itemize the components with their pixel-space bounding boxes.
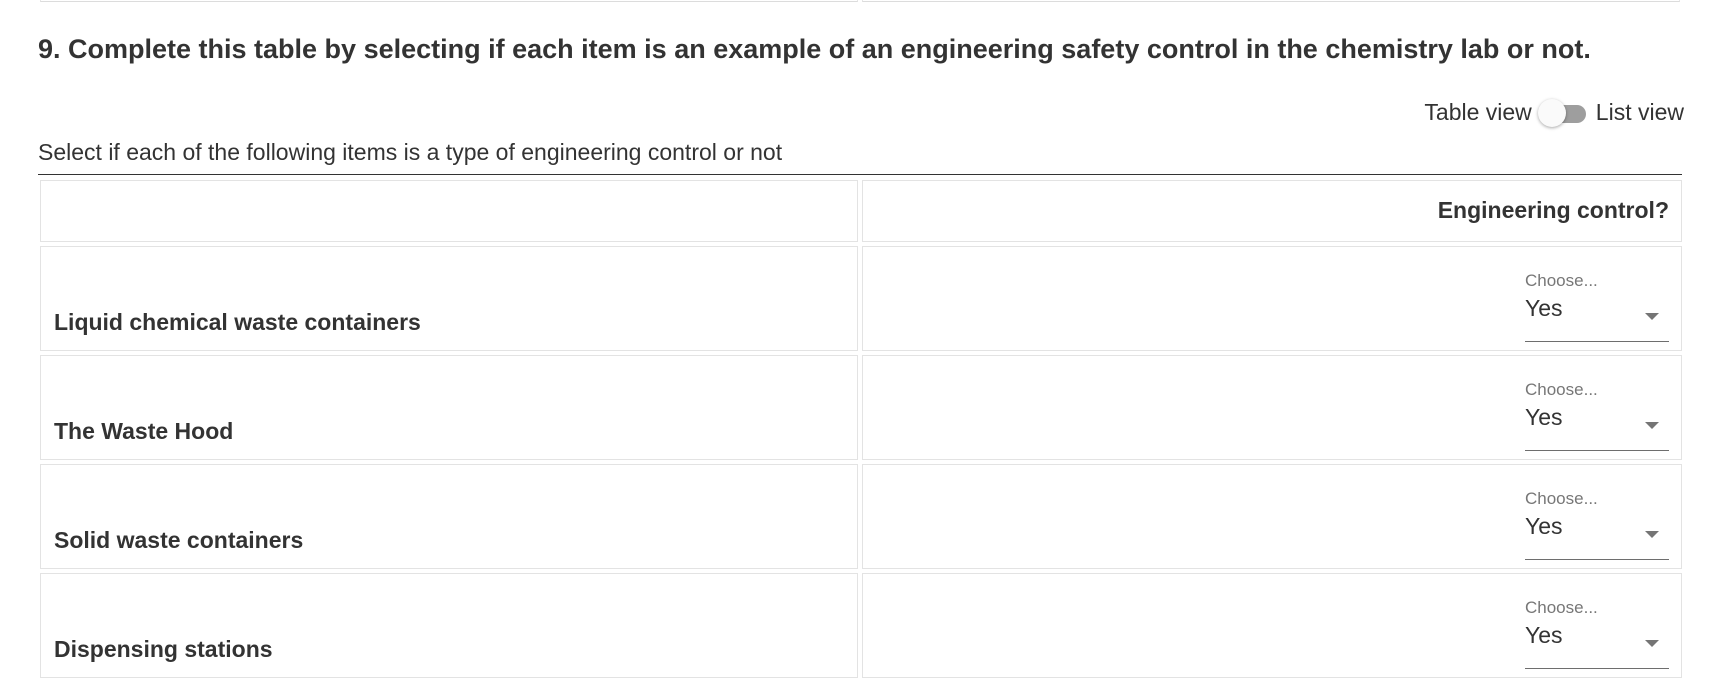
engineering-control-select[interactable]: Choose... Yes	[1525, 489, 1669, 560]
table-header-row: Engineering control?	[40, 180, 1682, 242]
caret-down-icon	[1645, 640, 1659, 647]
item-cell: Solid waste containers	[40, 464, 858, 569]
previous-table-cell	[40, 0, 858, 2]
item-label: Dispensing stations	[54, 636, 273, 662]
caret-down-icon	[1645, 313, 1659, 320]
select-value: Yes	[1525, 404, 1563, 430]
select-placeholder: Choose...	[1525, 380, 1598, 399]
answer-table: Engineering control? Liquid chemical was…	[40, 180, 1682, 682]
header-item-cell	[40, 180, 858, 242]
view-toggle: Table view List view	[1424, 97, 1684, 127]
select-placeholder: Choose...	[1525, 489, 1598, 508]
control-cell: Choose... Yes	[862, 246, 1682, 351]
view-switch[interactable]	[1537, 97, 1590, 127]
column-header-engineering-control: Engineering control?	[1437, 197, 1669, 223]
previous-table-cell	[862, 0, 1680, 2]
select-placeholder: Choose...	[1525, 598, 1598, 617]
engineering-control-select[interactable]: Choose... Yes	[1525, 380, 1669, 451]
item-cell: Dispensing stations	[40, 573, 858, 678]
table-view-label[interactable]: Table view	[1424, 98, 1532, 125]
control-cell: Choose... Yes	[862, 464, 1682, 569]
table-row: Liquid chemical waste containers Choose.…	[40, 246, 1682, 351]
caret-down-icon	[1645, 531, 1659, 538]
item-cell: Liquid chemical waste containers	[40, 246, 858, 351]
select-value: Yes	[1525, 295, 1563, 321]
question-title: 9. Complete this table by selecting if e…	[38, 34, 1591, 64]
table-row: The Waste Hood Choose... Yes	[40, 355, 1682, 460]
previous-table-edge	[40, 0, 1680, 2]
item-label: Solid waste containers	[54, 527, 304, 553]
control-cell: Choose... Yes	[862, 355, 1682, 460]
list-view-label[interactable]: List view	[1595, 98, 1684, 125]
select-value: Yes	[1525, 622, 1563, 648]
caret-down-icon	[1645, 422, 1659, 429]
switch-thumb[interactable]	[1537, 99, 1566, 127]
item-cell: The Waste Hood	[40, 355, 858, 460]
table-row: Dispensing stations Choose... Yes	[40, 573, 1682, 678]
item-label: Liquid chemical waste containers	[54, 309, 421, 335]
select-placeholder: Choose...	[1525, 271, 1598, 290]
engineering-control-select[interactable]: Choose... Yes	[1525, 598, 1669, 669]
table-row: Solid waste containers Choose... Yes	[40, 464, 1682, 569]
header-control-cell: Engineering control?	[862, 180, 1682, 242]
item-label: The Waste Hood	[54, 418, 234, 444]
engineering-control-select[interactable]: Choose... Yes	[1525, 271, 1669, 342]
control-cell: Choose... Yes	[862, 573, 1682, 678]
select-value: Yes	[1525, 513, 1563, 539]
instruction-text: Select if each of the following items is…	[38, 139, 1682, 175]
